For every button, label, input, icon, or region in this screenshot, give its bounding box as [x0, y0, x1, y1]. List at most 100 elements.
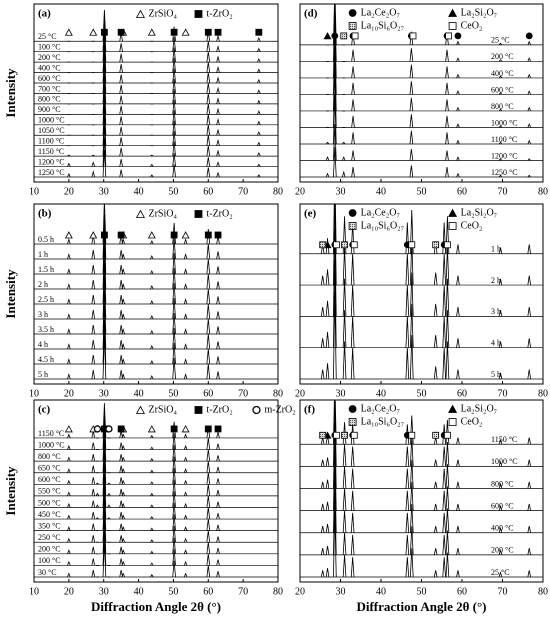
peak — [342, 510, 347, 533]
peak — [172, 421, 176, 438]
legend-symbol — [252, 405, 261, 415]
peak-marker — [333, 241, 340, 249]
y-axis-title: Intensity — [3, 269, 18, 319]
peak — [325, 363, 330, 380]
peak-marker — [214, 28, 222, 36]
peak — [405, 490, 410, 511]
peak — [172, 479, 176, 496]
peak — [91, 546, 96, 554]
peak — [119, 569, 123, 578]
peak — [183, 502, 188, 508]
peak — [119, 279, 123, 290]
trace-label: 600 °C — [491, 501, 514, 510]
peak — [150, 550, 154, 555]
trace-label: 0.5 h — [38, 235, 54, 244]
peak — [409, 97, 414, 111]
legend-label: ZrSiO₄ — [148, 404, 177, 415]
peak-marker — [432, 241, 440, 249]
peak — [150, 255, 154, 260]
peak — [67, 373, 71, 380]
peak — [442, 222, 446, 254]
peak — [172, 433, 176, 450]
peak — [206, 51, 211, 63]
trace-label: 5 h — [491, 370, 501, 379]
legend-label: CeO₂ — [461, 416, 483, 427]
peak — [172, 312, 176, 335]
peak — [325, 523, 330, 533]
peak — [433, 303, 438, 317]
peak — [216, 296, 220, 305]
peak — [206, 348, 211, 365]
peak-marker — [454, 32, 462, 40]
peak — [107, 492, 111, 497]
peak — [119, 53, 123, 63]
peak — [445, 99, 449, 112]
peak — [172, 78, 176, 94]
peak — [216, 311, 220, 320]
peak — [405, 534, 410, 555]
trace-label: 350 °C — [38, 521, 61, 530]
trace-label: 250 °C — [38, 533, 61, 542]
peak — [325, 501, 330, 511]
peak — [67, 154, 71, 157]
legend-symbol — [448, 208, 458, 217]
peak — [67, 313, 71, 320]
peak — [216, 559, 220, 566]
x-tick-label: 40 — [376, 586, 386, 597]
x-tick-label: 60 — [457, 388, 467, 399]
peak — [350, 534, 355, 555]
peak — [206, 41, 211, 52]
peak — [206, 103, 211, 115]
peak — [102, 204, 107, 245]
peak — [333, 260, 337, 348]
peak — [102, 103, 107, 136]
plot-frame — [33, 399, 279, 583]
x-tick-label: 80 — [538, 388, 548, 399]
peak — [102, 41, 107, 73]
x-tick-label: 30 — [336, 186, 346, 197]
peak — [333, 466, 337, 533]
peak — [121, 502, 126, 508]
peak — [320, 503, 325, 511]
peak — [333, 204, 337, 254]
trace-label: 1 h — [491, 245, 501, 254]
peak — [102, 472, 107, 508]
peak — [527, 548, 532, 555]
peak — [150, 504, 154, 508]
peak — [320, 338, 325, 348]
peak — [206, 228, 211, 245]
peak — [67, 253, 71, 260]
peak — [527, 481, 532, 489]
peak — [206, 167, 211, 178]
peak — [67, 358, 71, 365]
peak — [350, 512, 355, 533]
peak — [67, 162, 71, 167]
peak — [121, 526, 126, 531]
peak — [67, 283, 71, 290]
peak-marker — [444, 431, 451, 439]
peak — [119, 324, 123, 335]
peak — [183, 328, 188, 335]
peak — [206, 288, 211, 305]
peak — [351, 115, 355, 128]
peak — [150, 492, 154, 497]
peak — [107, 504, 111, 508]
peak — [257, 37, 261, 42]
peak — [67, 172, 71, 178]
peak — [150, 515, 154, 520]
peak — [320, 481, 325, 489]
x-tick-label: 70 — [238, 388, 248, 399]
peak — [206, 93, 211, 104]
peak-marker — [340, 32, 348, 40]
peak — [409, 459, 414, 489]
legend-label: m-ZrO₂ — [264, 404, 295, 415]
peak — [95, 504, 100, 508]
peak — [351, 99, 355, 112]
peak — [216, 536, 220, 543]
peak — [206, 542, 211, 554]
x-tick-label: 50 — [417, 586, 427, 597]
peak — [102, 495, 107, 531]
peak — [121, 253, 126, 260]
peak — [445, 341, 450, 380]
peak-marker — [255, 28, 263, 36]
